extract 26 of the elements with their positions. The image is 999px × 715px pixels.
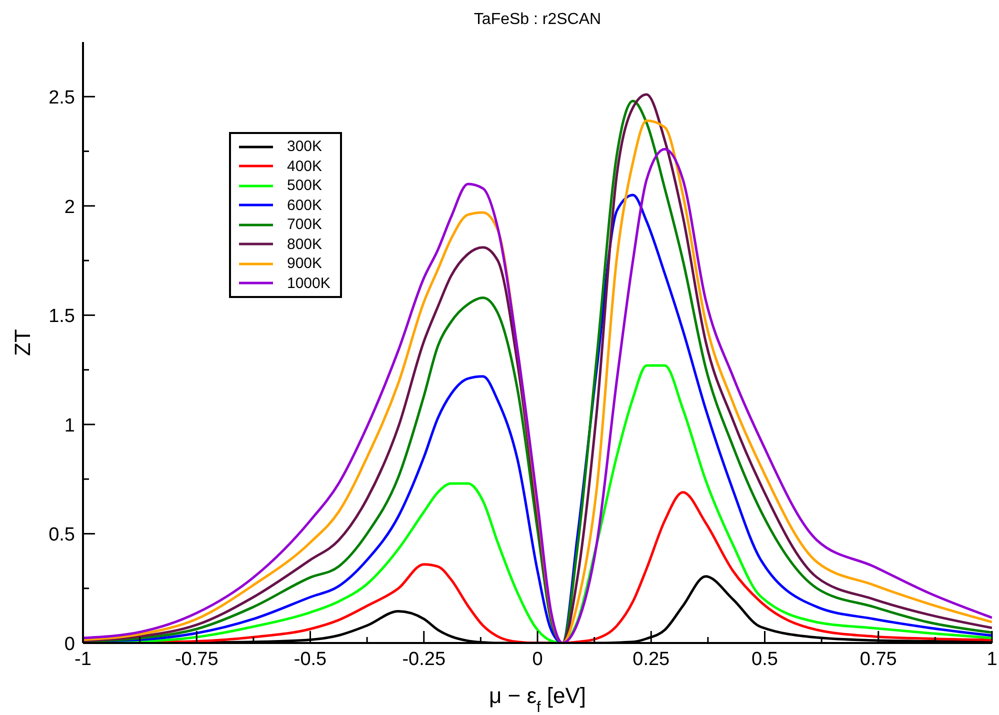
chart-title: TaFeSb : r2SCAN [474,11,602,28]
x-tick-label: 0.25 [632,649,670,670]
y-tick-label: 0 [64,634,75,655]
y-axis-title: ZT [10,329,35,356]
x-axis-title: μ − ε$_{f}$ [eV] [488,683,586,715]
legend-label: 600K [287,196,322,214]
y-tick-label: 2.5 [48,88,75,109]
x-tick-label: -1 [74,649,92,670]
y-tick-label: 0.5 [48,524,75,546]
x-tick-label: -0.5 [294,649,327,670]
legend-label: 500K [287,177,322,194]
x-tick-label: 1 [986,649,998,670]
legend-label: 300K [287,138,322,156]
legend-label: 400K [287,158,322,175]
x-tick-label: 0 [532,649,543,670]
legend-label: 800K [287,236,322,253]
legend-label: 700K [287,216,322,234]
y-tick-label: 1 [64,415,75,436]
y-tick-label: 2 [64,196,75,218]
x-tick-label: 0.5 [752,649,778,670]
x-tick-label: -0.75 [174,649,218,670]
x-tick-label: -0.25 [402,649,446,670]
x-tick-label: 0.75 [860,649,897,670]
legend-label: 1000K [287,274,330,292]
y-tick-label: 1.5 [48,306,75,328]
legend-label: 900K [287,255,322,272]
